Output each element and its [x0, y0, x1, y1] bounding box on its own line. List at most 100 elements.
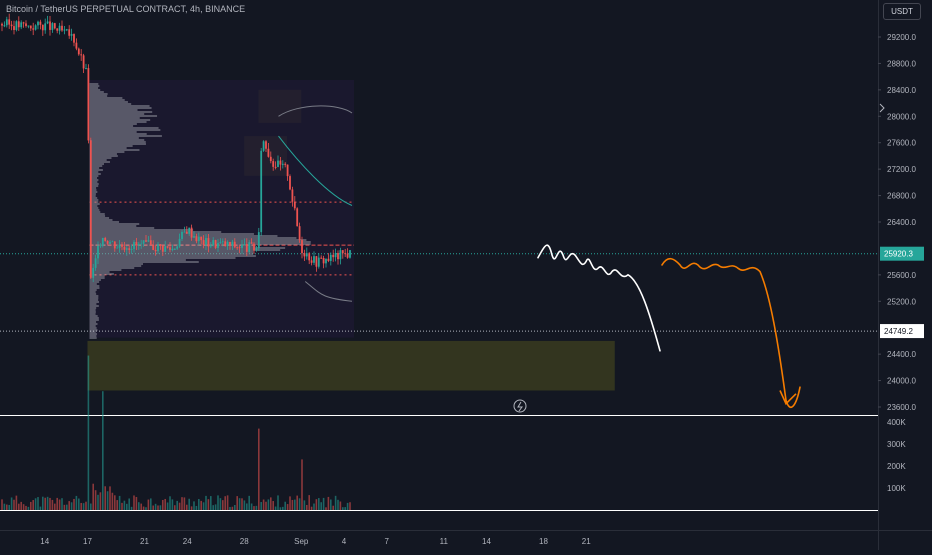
chart-title: Bitcoin / TetherUS PERPETUAL CONTRACT, 4… — [6, 4, 246, 14]
profile-row — [89, 221, 120, 223]
volume-bar — [183, 497, 186, 510]
profile-row — [89, 243, 311, 245]
candle-body — [106, 240, 109, 244]
candle-body — [63, 29, 66, 31]
profile-row — [89, 335, 97, 337]
volume-bar — [303, 500, 306, 510]
candle-body — [68, 29, 71, 36]
profile-row — [89, 327, 97, 329]
price-tick-label: 24000.0 — [887, 377, 916, 386]
candle-body — [46, 21, 49, 24]
volume-bar — [70, 502, 73, 510]
volume-bar — [250, 503, 253, 510]
volume-bar — [114, 495, 116, 510]
volume-bar — [92, 483, 94, 510]
candle-body — [320, 257, 323, 259]
profile-row — [89, 235, 278, 237]
profile-row — [89, 275, 105, 277]
candle-body — [109, 241, 111, 244]
profile-row — [89, 195, 96, 197]
profile-row — [89, 147, 127, 149]
volume-bar — [243, 500, 246, 510]
profile-row — [89, 257, 236, 259]
candle-body — [17, 21, 20, 28]
profile-row — [89, 253, 254, 255]
profile-row — [89, 173, 101, 175]
volume-bar — [66, 504, 68, 510]
profile-row — [89, 231, 222, 233]
candle-body — [291, 189, 294, 202]
candle-body — [200, 236, 203, 241]
candle-body — [27, 25, 30, 27]
candle-body — [322, 257, 325, 264]
price-tick-label: 28800.0 — [887, 59, 916, 68]
profile-row — [89, 163, 105, 165]
profile-row — [89, 87, 99, 89]
candle-body — [305, 253, 308, 257]
support-price-label: 24749.2 — [884, 327, 913, 336]
volume-bar — [37, 497, 39, 510]
candle-body — [310, 260, 313, 263]
candle-body — [286, 164, 289, 177]
volume-bar — [174, 505, 176, 510]
volume-bar — [82, 503, 85, 510]
profile-row — [89, 159, 107, 161]
candle-body — [293, 201, 296, 209]
volume-bar — [152, 505, 154, 510]
profile-row — [89, 137, 139, 139]
candle-body — [152, 244, 155, 250]
candle-body — [128, 248, 131, 250]
candle-body — [82, 55, 85, 69]
candle-body — [236, 247, 239, 249]
profile-row — [89, 295, 99, 297]
volume-bar — [109, 486, 111, 510]
profile-row — [89, 127, 159, 129]
profile-row — [89, 311, 96, 313]
profile-row — [89, 119, 151, 121]
profile-row — [89, 283, 97, 285]
volume-bar — [294, 499, 296, 510]
volume-bar — [164, 498, 166, 510]
profile-row — [89, 225, 137, 227]
candle-body — [315, 256, 318, 267]
candle-body — [51, 23, 54, 30]
candle-body — [214, 240, 217, 248]
profile-row — [89, 145, 133, 147]
profile-row — [89, 211, 101, 213]
candle-body — [255, 248, 258, 251]
volume-bar — [51, 499, 54, 510]
volume-bar — [318, 498, 320, 510]
volume-bar — [217, 495, 219, 510]
profile-row — [89, 189, 97, 191]
candle-body — [5, 19, 8, 26]
volume-bar — [327, 496, 330, 510]
volume-bar — [298, 498, 301, 510]
profile-row — [89, 131, 137, 133]
volume-bar — [118, 495, 121, 510]
candle-body — [49, 21, 51, 30]
profile-row — [89, 255, 256, 257]
candle-body — [233, 241, 236, 248]
volume-bar — [202, 502, 205, 510]
projection-arrowhead — [779, 390, 797, 406]
volume-bar — [308, 495, 310, 510]
volume-bar — [255, 505, 258, 510]
candle-body — [133, 241, 135, 250]
candle-body — [257, 232, 260, 249]
volume-bar — [87, 355, 90, 510]
volume-bar — [130, 506, 133, 510]
candle-body — [262, 141, 265, 151]
profile-row — [89, 129, 161, 131]
candle-body — [157, 244, 159, 252]
candle-body — [8, 19, 11, 25]
price-tick-label: 27600.0 — [887, 139, 916, 148]
currency-button[interactable]: USDT — [883, 3, 921, 20]
volume-bar — [34, 498, 37, 510]
volume-bar — [126, 503, 128, 510]
candle-body — [202, 240, 205, 246]
volume-bar — [56, 497, 58, 510]
volume-bar — [272, 501, 274, 510]
profile-row — [89, 261, 199, 263]
candle-body — [284, 163, 287, 165]
